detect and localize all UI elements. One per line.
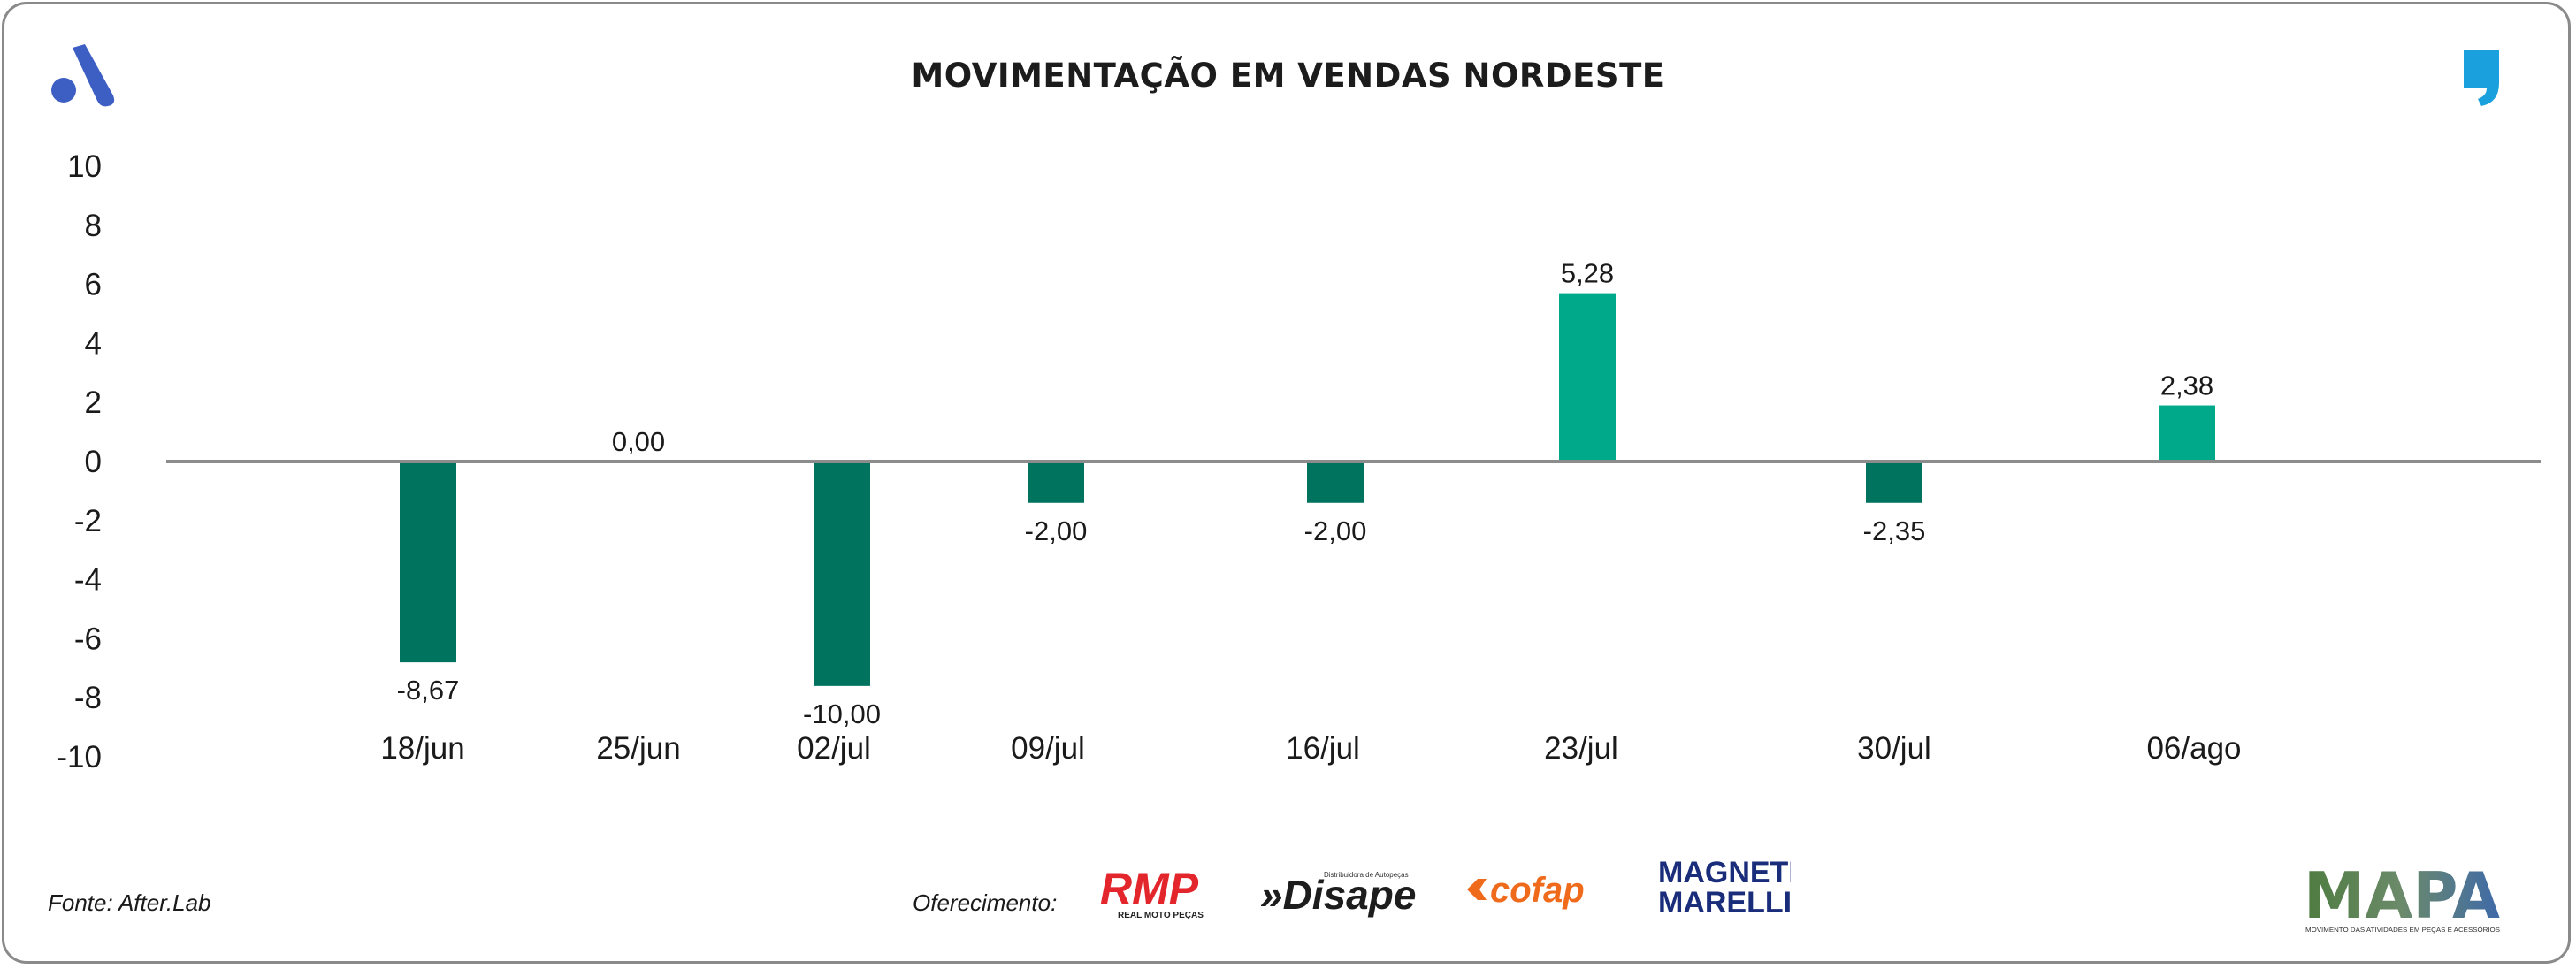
cofap-logo: cofap: [1467, 871, 1585, 910]
x-tick-label: 09/jul: [1011, 731, 1085, 766]
x-axis-ticks: 18/jun 25/jun 02/jul 09/jul 16/jul 23/jul 30/j…: [380, 731, 2241, 766]
data-label: -2,35: [1863, 515, 1926, 546]
y-tick-label: -6: [74, 622, 102, 656]
disape-logo-text: »Disape: [1260, 872, 1416, 918]
y-tick-label: 2: [85, 385, 102, 420]
x-tick-label: 18/jun: [380, 731, 464, 766]
bars-layer: [400, 293, 2215, 686]
data-label: -8,67: [397, 675, 460, 706]
after-lab-logo-icon: [51, 44, 115, 107]
bar-06-ago: [2159, 405, 2215, 462]
y-tick-label: -10: [57, 740, 102, 774]
magneti-logo-line2: MARELLI: [1658, 886, 1791, 918]
y-tick-label: -2: [74, 504, 102, 538]
disape-logo: Distribuidora de Autopeças »Disape: [1260, 871, 1416, 918]
y-tick-label: -8: [74, 681, 102, 715]
bar-18-jun: [400, 462, 456, 663]
cofap-logo-text: cofap: [1490, 871, 1585, 910]
quote-icon: [2464, 50, 2499, 106]
y-tick-label: 0: [85, 445, 102, 479]
y-tick-label: -4: [74, 563, 102, 598]
bar-30-jul: [1866, 462, 1922, 503]
x-tick-label: 23/jul: [1544, 731, 1618, 766]
rmp-logo-text: RMP: [1100, 865, 1199, 913]
data-labels-layer: -8,67 0,00 -10,00 -2,00 -2,00 5,28 -2,35 2,38: [397, 258, 2214, 729]
x-tick-label: 06/ago: [2146, 731, 2241, 766]
data-label: 5,28: [1561, 258, 1614, 289]
rmp-logo: RMP REAL MOTO PEÇAS: [1100, 865, 1204, 920]
x-tick-label: 25/jun: [596, 731, 680, 766]
x-tick-label: 16/jul: [1286, 731, 1360, 766]
magneti-marelli-logo: MAGNETI MARELLI: [1658, 856, 1791, 918]
chart-title: MOVIMENTAÇÃO EM VENDAS NORDESTE: [911, 57, 1665, 95]
y-axis-ticks: 10 8 6 4 2 0 -2 -4 -6 -8 -10: [57, 149, 102, 774]
y-tick-label: 8: [85, 209, 102, 243]
bar-23-jul: [1559, 293, 1616, 462]
bar-02-jul: [814, 462, 870, 686]
sponsor-label: Oferecimento:: [913, 889, 1058, 916]
bar-16-jul: [1307, 462, 1364, 503]
y-tick-label: 4: [85, 326, 102, 361]
bar-09-jul: [1028, 462, 1084, 503]
rmp-logo-tagline: REAL MOTO PEÇAS: [1118, 911, 1204, 920]
mapa-logo-text: MAPA: [2304, 863, 2500, 933]
y-tick-label: 10: [67, 149, 102, 184]
source-note: Fonte: After.Lab: [48, 889, 211, 916]
mapa-logo-tagline: MOVIMENTO DAS ATIVIDADES EM PEÇAS E ACES…: [2305, 926, 2500, 934]
data-label: -10,00: [803, 698, 881, 729]
data-label: -2,00: [1304, 515, 1367, 546]
data-label: 2,38: [2160, 370, 2213, 401]
magneti-logo-line1: MAGNETI: [1658, 856, 1791, 889]
x-tick-label: 02/jul: [797, 731, 871, 766]
disape-logo-tagline: Distribuidora de Autopeças: [1324, 871, 1409, 879]
y-tick-label: 6: [85, 268, 102, 302]
mapa-logo: MAPA MOVIMENTO DAS ATIVIDADES EM PEÇAS E…: [2304, 863, 2500, 934]
x-tick-label: 30/jul: [1857, 731, 1931, 766]
data-label: 0,00: [612, 426, 665, 457]
data-label: -2,00: [1025, 515, 1088, 546]
